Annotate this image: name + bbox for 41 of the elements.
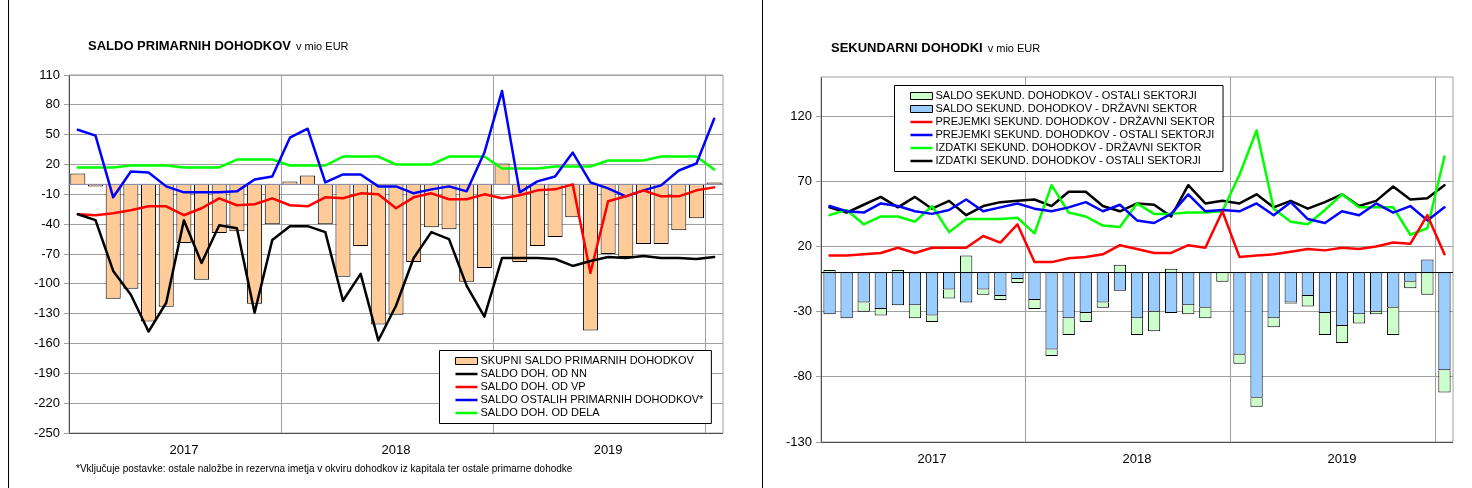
x-tick-label: 2019 <box>1327 451 1357 467</box>
legend-label: SALDO DOH. OD VP <box>480 380 586 393</box>
y-tick-label: -130 <box>785 433 812 449</box>
y-tick-label: -30 <box>793 303 812 319</box>
y-tick-label: 110 <box>39 66 60 82</box>
legend-label: SALDO SEKUND. DOHODKOV - OSTALI SEKTORJI <box>935 89 1197 102</box>
y-tick-label: 20 <box>797 238 812 254</box>
x-tick-label: 2018 <box>1122 451 1152 467</box>
chart-subtitle: v mio EUR <box>987 42 1041 54</box>
x-tick-label: 2019 <box>593 442 623 458</box>
y-tick-label: -130 <box>33 305 60 321</box>
y-tick-label: 80 <box>45 96 60 112</box>
y-tick-label: -220 <box>33 394 60 410</box>
chart-subtitle: v mio EUR <box>295 40 349 52</box>
legend-label: SALDO DOH. OD NN <box>480 367 587 380</box>
y-tick-label: 120 <box>790 107 812 123</box>
chart-title: SEKUNDARNI DOHODKI <box>831 40 983 55</box>
x-tick-label: 2018 <box>381 442 411 458</box>
y-tick-label: 50 <box>45 126 60 142</box>
y-tick-label: -100 <box>33 275 60 291</box>
legend-label: IZDATKI SEKUND. DOHODKOV - OSTALI SEKTORJI <box>935 154 1201 167</box>
y-tick-label: 20 <box>45 156 60 172</box>
y-tick-label: -190 <box>33 364 60 380</box>
y-tick-label: -250 <box>33 424 60 440</box>
x-tick-label: 2017 <box>917 451 947 467</box>
y-tick-label: -160 <box>33 335 60 351</box>
y-tick-label: -40 <box>41 215 60 231</box>
y-tick-label: -80 <box>793 368 812 384</box>
chart-title: SALDO PRIMARNIH DOHODKOV <box>88 38 291 53</box>
legend-label: PREJEMKI SEKUND. DOHODKOV - OSTALI SEKTORJI <box>935 128 1215 141</box>
text: *Vključuje postavke: ostale naložbe in rezervna imetja v okviru dohodkov iz kapitala ter ostale primarne dohodke <box>76 463 573 475</box>
legend-label: SALDO OSTALIH PRIMARNIH DOHODKOV* <box>480 393 705 406</box>
legend-label: SALDO DOH. OD DELA <box>480 406 601 419</box>
y-tick-label: -10 <box>41 185 60 201</box>
y-tick-label: 70 <box>797 172 812 188</box>
legend-label: SALDO SEKUND. DOHODKOV - DRŽAVNI SEKTOR <box>935 102 1198 115</box>
y-tick-label: -70 <box>41 245 60 261</box>
legend-label: SKUPNI SALDO PRIMARNIH DOHODKOV <box>480 354 695 367</box>
legend-label: IZDATKI SEKUND. DOHODKOV - DRŽAVNI SEKTOR <box>935 141 1202 154</box>
x-tick-label: 2017 <box>169 442 199 458</box>
legend-label: PREJEMKI SEKUND. DOHODKOV - DRŽAVNI SEKTOR <box>935 115 1216 128</box>
